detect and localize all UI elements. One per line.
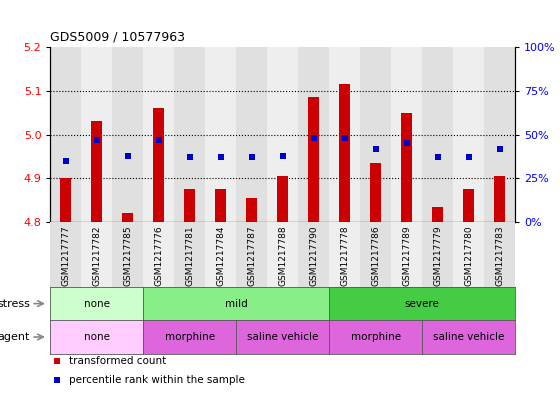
Text: GSM1217789: GSM1217789 bbox=[402, 225, 411, 286]
Text: GSM1217781: GSM1217781 bbox=[185, 225, 194, 286]
Bar bbox=[153, 108, 164, 222]
Text: none: none bbox=[84, 332, 110, 342]
Bar bbox=[91, 121, 102, 222]
Bar bbox=[60, 178, 71, 222]
Bar bbox=[123, 213, 133, 222]
Bar bbox=[463, 189, 474, 222]
Text: agent: agent bbox=[0, 332, 30, 342]
Bar bbox=[184, 189, 195, 222]
Text: GSM1217776: GSM1217776 bbox=[155, 225, 164, 286]
Bar bbox=[391, 47, 422, 222]
Bar bbox=[298, 47, 329, 222]
Bar bbox=[422, 47, 453, 222]
Bar bbox=[267, 47, 298, 222]
Text: GSM1217788: GSM1217788 bbox=[278, 225, 287, 286]
Text: saline vehicle: saline vehicle bbox=[433, 332, 505, 342]
Text: morphine: morphine bbox=[351, 332, 401, 342]
Text: GSM1217787: GSM1217787 bbox=[248, 225, 256, 286]
Text: percentile rank within the sample: percentile rank within the sample bbox=[69, 375, 245, 385]
Bar bbox=[50, 222, 81, 287]
Bar bbox=[143, 47, 174, 222]
Text: GSM1217786: GSM1217786 bbox=[371, 225, 380, 286]
Bar bbox=[402, 113, 412, 222]
Text: GDS5009 / 10577963: GDS5009 / 10577963 bbox=[50, 30, 185, 43]
Bar bbox=[339, 84, 350, 222]
Bar bbox=[453, 47, 484, 222]
Bar bbox=[484, 47, 515, 222]
Text: GSM1217785: GSM1217785 bbox=[123, 225, 132, 286]
Bar bbox=[216, 189, 226, 222]
Bar bbox=[298, 222, 329, 287]
Bar bbox=[309, 97, 319, 222]
Bar bbox=[277, 176, 288, 222]
Bar bbox=[174, 47, 206, 222]
Bar bbox=[81, 222, 113, 287]
Text: GSM1217777: GSM1217777 bbox=[62, 225, 71, 286]
Text: GSM1217790: GSM1217790 bbox=[309, 225, 318, 286]
Text: GSM1217778: GSM1217778 bbox=[340, 225, 349, 286]
Bar bbox=[236, 47, 267, 222]
Text: none: none bbox=[84, 299, 110, 309]
Text: saline vehicle: saline vehicle bbox=[247, 332, 319, 342]
Bar bbox=[360, 222, 391, 287]
Text: GSM1217780: GSM1217780 bbox=[464, 225, 473, 286]
Bar bbox=[484, 222, 515, 287]
Bar bbox=[391, 222, 422, 287]
Bar bbox=[267, 222, 298, 287]
Text: GSM1217784: GSM1217784 bbox=[216, 225, 225, 286]
Bar bbox=[453, 222, 484, 287]
Bar bbox=[329, 47, 360, 222]
Bar bbox=[236, 222, 267, 287]
Bar bbox=[494, 176, 505, 222]
Bar bbox=[81, 47, 113, 222]
Bar bbox=[432, 207, 443, 222]
Text: GSM1217779: GSM1217779 bbox=[433, 225, 442, 286]
Bar bbox=[143, 222, 174, 287]
Text: morphine: morphine bbox=[165, 332, 215, 342]
Text: GSM1217782: GSM1217782 bbox=[92, 225, 101, 286]
Text: GSM1217783: GSM1217783 bbox=[495, 225, 504, 286]
Bar bbox=[329, 222, 360, 287]
Text: mild: mild bbox=[225, 299, 248, 309]
Bar bbox=[113, 222, 143, 287]
Bar bbox=[206, 47, 236, 222]
Text: stress: stress bbox=[0, 299, 30, 309]
Bar bbox=[422, 222, 453, 287]
Bar bbox=[246, 198, 257, 222]
Text: severe: severe bbox=[405, 299, 440, 309]
Bar bbox=[370, 163, 381, 222]
Bar bbox=[206, 222, 236, 287]
Bar bbox=[50, 47, 81, 222]
Bar bbox=[174, 222, 206, 287]
Bar bbox=[360, 47, 391, 222]
Bar bbox=[113, 47, 143, 222]
Text: transformed count: transformed count bbox=[69, 356, 166, 367]
